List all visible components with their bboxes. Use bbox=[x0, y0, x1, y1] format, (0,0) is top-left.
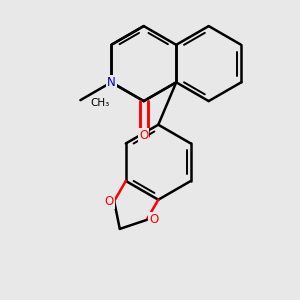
Text: O: O bbox=[149, 213, 158, 226]
Text: O: O bbox=[105, 195, 114, 208]
Text: O: O bbox=[106, 76, 116, 89]
Text: N: N bbox=[107, 76, 116, 89]
Text: O: O bbox=[139, 129, 148, 142]
Text: CH₃: CH₃ bbox=[90, 98, 110, 108]
Text: O: O bbox=[139, 129, 148, 142]
